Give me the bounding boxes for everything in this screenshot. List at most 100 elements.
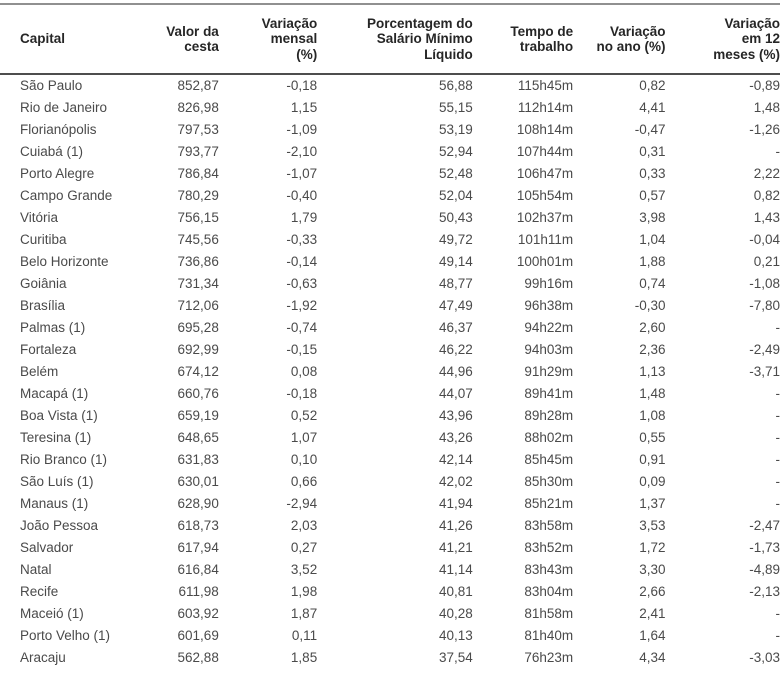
cell-valor-cesta: 628,90 <box>177 495 219 511</box>
cell-valor-cesta: 674,12 <box>177 363 219 379</box>
cell-variacao-mensal: -2,94 <box>286 495 318 511</box>
table-row: Rio de Janeiro 826,98 1,15 55,15 112h14m 4,41… <box>0 96 780 118</box>
cesta-basica-table: Capital Valor da cesta Variação mensal (%)… <box>0 3 780 668</box>
cell-valor-cesta: 797,53 <box>177 121 219 137</box>
cell-variacao-mensal: -0,15 <box>286 341 318 357</box>
cell-variacao-12m: 1,43 <box>753 209 780 225</box>
cell-variacao-mensal: -1,09 <box>286 121 318 137</box>
cell-variacao-12m: -7,80 <box>749 297 780 313</box>
cell-pct-salario: 41,14 <box>439 561 473 577</box>
cell-tempo-trabalho: 88h02m <box>524 429 574 445</box>
cell-pct-salario: 44,07 <box>439 385 473 401</box>
cell-pct-salario: 42,02 <box>439 473 473 489</box>
cell-capital: Rio de Janeiro <box>20 99 108 115</box>
cell-capital: São Paulo <box>20 78 83 93</box>
cell-capital: Salvador <box>20 539 74 555</box>
column-header-variacao-mensal: Variação mensal (%) <box>218 4 318 75</box>
cell-capital: Natal <box>20 561 52 577</box>
cell-capital: São Luís (1) <box>20 473 94 489</box>
table-row: Natal 616,84 3,52 41,14 83h43m 3,30 -4,89 <box>0 558 780 580</box>
cell-tempo-trabalho: 83h58m <box>524 517 574 533</box>
cell-variacao-mensal: 0,66 <box>290 473 318 489</box>
table-row: Porto Velho (1) 601,69 0,11 40,13 81h40m 1,64… <box>0 624 780 646</box>
cell-valor-cesta: 745,56 <box>177 231 219 247</box>
table-row: Manaus (1) 628,90 -2,94 41,94 85h21m 1,37 - <box>0 492 780 514</box>
table-row: Porto Alegre 786,84 -1,07 52,48 106h47m 0,33 2… <box>0 162 780 184</box>
cell-pct-salario: 41,21 <box>439 539 473 555</box>
cell-tempo-trabalho: 115h45m <box>517 78 574 93</box>
cell-variacao-mensal: 1,15 <box>290 99 318 115</box>
cell-variacao-12m: -3,03 <box>749 649 780 665</box>
cell-variacao-12m: - <box>775 473 780 489</box>
table-row: Salvador 617,94 0,27 41,21 83h52m 1,72 -1,73 <box>0 536 780 558</box>
cell-capital: Fortaleza <box>20 341 77 357</box>
cell-variacao-12m: -3,71 <box>749 363 780 379</box>
cell-pct-salario: 43,96 <box>439 407 473 423</box>
cell-variacao-mensal: 0,10 <box>290 451 318 467</box>
cell-valor-cesta: 756,15 <box>177 209 219 225</box>
cell-variacao-12m: - <box>775 495 780 511</box>
cell-variacao-12m: -0,89 <box>749 78 780 93</box>
cell-capital: Aracaju <box>20 649 66 665</box>
table-body: São Paulo 852,87 -0,18 56,88 115h45m 0,82 -0,8… <box>0 74 780 668</box>
cell-capital: Florianópolis <box>20 121 97 137</box>
cell-variacao-ano: 0,57 <box>639 187 666 203</box>
cell-variacao-ano: 3,53 <box>639 517 666 533</box>
cell-valor-cesta: 616,84 <box>177 561 219 577</box>
table-row: Brasília 712,06 -1,92 47,49 96h38m -0,30 -7,80 <box>0 294 780 316</box>
column-header-tempo-trabalho: Tempo de trabalho <box>472 4 574 75</box>
cell-variacao-ano: 2,36 <box>639 341 666 357</box>
cell-valor-cesta: 648,65 <box>177 429 219 445</box>
cell-variacao-ano: 4,41 <box>639 99 666 115</box>
cell-variacao-mensal: 0,27 <box>290 539 318 555</box>
cell-variacao-mensal: -0,18 <box>286 385 318 401</box>
cell-valor-cesta: 736,86 <box>177 253 219 269</box>
table-row: Cuiabá (1) 793,77 -2,10 52,94 107h44m 0,31 - <box>0 140 780 162</box>
cell-variacao-mensal: -0,40 <box>286 187 318 203</box>
cell-pct-salario: 46,22 <box>439 341 473 357</box>
cell-variacao-ano: 0,31 <box>639 143 666 159</box>
cell-pct-salario: 44,96 <box>439 363 473 379</box>
cell-valor-cesta: 786,84 <box>177 165 219 181</box>
table-row: Macapá (1) 660,76 -0,18 44,07 89h41m 1,48 - <box>0 382 780 404</box>
cell-variacao-mensal: 1,87 <box>290 605 318 621</box>
cell-capital: Campo Grande <box>20 187 113 203</box>
cell-variacao-mensal: 1,85 <box>290 649 318 665</box>
cell-variacao-12m: 2,22 <box>753 165 780 181</box>
cell-tempo-trabalho: 83h04m <box>524 583 574 599</box>
cell-pct-salario: 42,14 <box>439 451 473 467</box>
cell-variacao-ano: 1,88 <box>639 253 666 269</box>
cell-tempo-trabalho: 100h01m <box>516 253 574 269</box>
cell-capital: Palmas (1) <box>20 319 86 335</box>
cell-pct-salario: 37,54 <box>439 649 473 665</box>
cell-pct-salario: 52,04 <box>439 187 473 203</box>
cell-tempo-trabalho: 76h23m <box>524 649 574 665</box>
cell-capital: Cuiabá (1) <box>20 143 84 159</box>
column-header-capital: Capital <box>0 4 141 75</box>
table-row: Boa Vista (1) 659,19 0,52 43,96 89h28m 1,08 - <box>0 404 780 426</box>
cell-tempo-trabalho: 83h43m <box>524 561 574 577</box>
table-row: Teresina (1) 648,65 1,07 43,26 88h02m 0,55 - <box>0 426 780 448</box>
table-row: Fortaleza 692,99 -0,15 46,22 94h03m 2,36 -2,49 <box>0 338 780 360</box>
cell-variacao-12m: 0,21 <box>753 253 780 269</box>
cell-tempo-trabalho: 85h45m <box>524 451 574 467</box>
cesta-basica-table-container: Capital Valor da cesta Variação mensal (%)… <box>0 3 780 668</box>
cell-capital: Recife <box>20 583 59 599</box>
cell-variacao-12m: - <box>775 429 780 445</box>
cell-variacao-mensal: 1,07 <box>290 429 318 445</box>
cell-variacao-ano: 1,48 <box>639 385 666 401</box>
column-header-variacao-12m: Variação em 12 meses (%) <box>665 4 780 75</box>
cell-variacao-mensal: 1,79 <box>290 209 318 225</box>
cell-tempo-trabalho: 91h29m <box>524 363 574 379</box>
cell-tempo-trabalho: 83h52m <box>524 539 574 555</box>
column-header-variacao-ano: Variação no ano (%) <box>573 4 666 75</box>
cell-pct-salario: 52,94 <box>439 143 473 159</box>
cell-pct-salario: 50,43 <box>439 209 473 225</box>
cell-variacao-ano: 1,37 <box>639 495 666 511</box>
cell-valor-cesta: 601,69 <box>177 627 219 643</box>
cell-valor-cesta: 603,92 <box>177 605 219 621</box>
cell-pct-salario: 40,81 <box>439 583 473 599</box>
cell-tempo-trabalho: 108h14m <box>516 121 574 137</box>
cell-variacao-12m: - <box>775 319 780 335</box>
cell-variacao-12m: -2,47 <box>749 517 780 533</box>
